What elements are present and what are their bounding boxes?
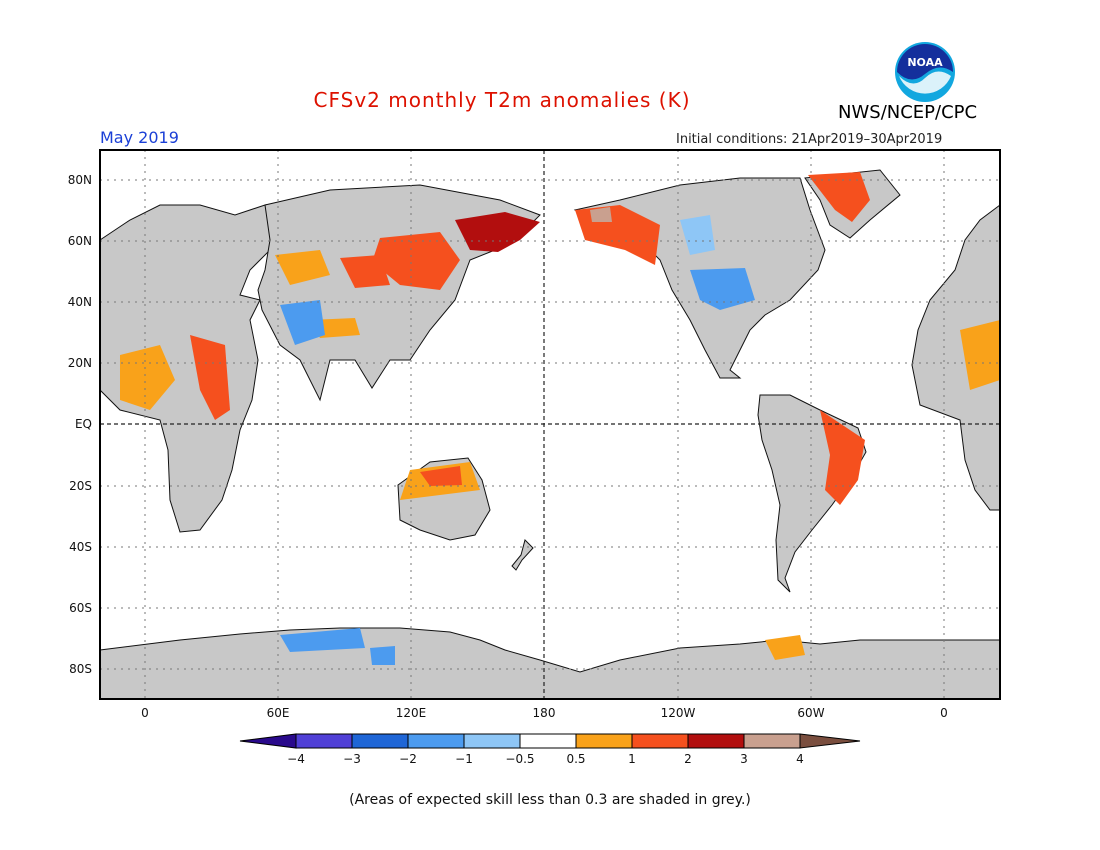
- lon-label: 180: [533, 706, 556, 720]
- lat-label: 60S: [69, 601, 92, 615]
- colorbar-swatch: [351, 733, 409, 749]
- lat-label: EQ: [75, 417, 92, 431]
- initial-conditions: Initial conditions: 21Apr2019–30Apr2019: [676, 132, 943, 147]
- colorbar-swatch: [575, 733, 633, 749]
- colorbar-tick: 3: [740, 752, 748, 766]
- colorbar-swatch: [463, 733, 521, 749]
- colorbar-swatch: [687, 733, 745, 749]
- lat-label: 40N: [68, 295, 92, 309]
- colorbar-tick: 4: [796, 752, 804, 766]
- lon-label: 60W: [797, 706, 824, 720]
- anomaly-patches: [120, 172, 1000, 665]
- lat-axis: 80N 60N 40N 20N EQ 20S 40S 60S 80S: [68, 173, 92, 676]
- color-bar: [239, 733, 861, 749]
- colorbar-tick: −4: [287, 752, 305, 766]
- noaa-logo: NOAA: [895, 42, 955, 102]
- colorbar-tick: 0.5: [566, 752, 585, 766]
- colorbar-ticks: −4 −3 −2 −1 −0.5 0.5 1 2 3 4: [287, 752, 804, 766]
- colorbar-tick: −2: [399, 752, 417, 766]
- lat-label: 20N: [68, 356, 92, 370]
- map-ocean: [100, 150, 1000, 699]
- colorbar-upper-arrow: [799, 733, 861, 749]
- lat-label: 80N: [68, 173, 92, 187]
- colorbar-swatch: [631, 733, 689, 749]
- colorbar-swatch: [519, 733, 577, 749]
- lon-axis: 0 60E 120E 180 120W 60W 0: [141, 706, 948, 720]
- colorbar-tick: −3: [343, 752, 361, 766]
- map-title: CFSv2 monthly T2m anomalies (K): [313, 88, 691, 112]
- lat-label: 60N: [68, 234, 92, 248]
- skill-footnote: (Areas of expected skill less than 0.3 a…: [349, 792, 751, 808]
- colorbar-lower-arrow: [239, 733, 297, 749]
- colorbar-swatch: [743, 733, 801, 749]
- colorbar-tick: −1: [455, 752, 473, 766]
- colorbar-tick: 2: [684, 752, 692, 766]
- lon-label: 0: [940, 706, 948, 720]
- colorbar-swatch: [407, 733, 465, 749]
- colorbar-tick: 1: [628, 752, 636, 766]
- colorbar-tick: −0.5: [505, 752, 534, 766]
- reference-lines: [100, 150, 1000, 699]
- map-frame: [99, 149, 1001, 700]
- lon-label: 60E: [267, 706, 290, 720]
- logo-text: NOAA: [907, 56, 943, 69]
- forecast-month: May 2019: [100, 128, 179, 147]
- graticule: [100, 150, 1000, 699]
- lat-label: 80S: [69, 662, 92, 676]
- lon-label: 0: [141, 706, 149, 720]
- lon-label: 120W: [661, 706, 696, 720]
- land-masses: [99, 169, 1001, 700]
- lon-label: 120E: [396, 706, 427, 720]
- lat-label: 20S: [69, 479, 92, 493]
- lat-label: 40S: [69, 540, 92, 554]
- colorbar-swatch: [295, 733, 353, 749]
- agency-label: NWS/NCEP/CPC: [838, 102, 978, 123]
